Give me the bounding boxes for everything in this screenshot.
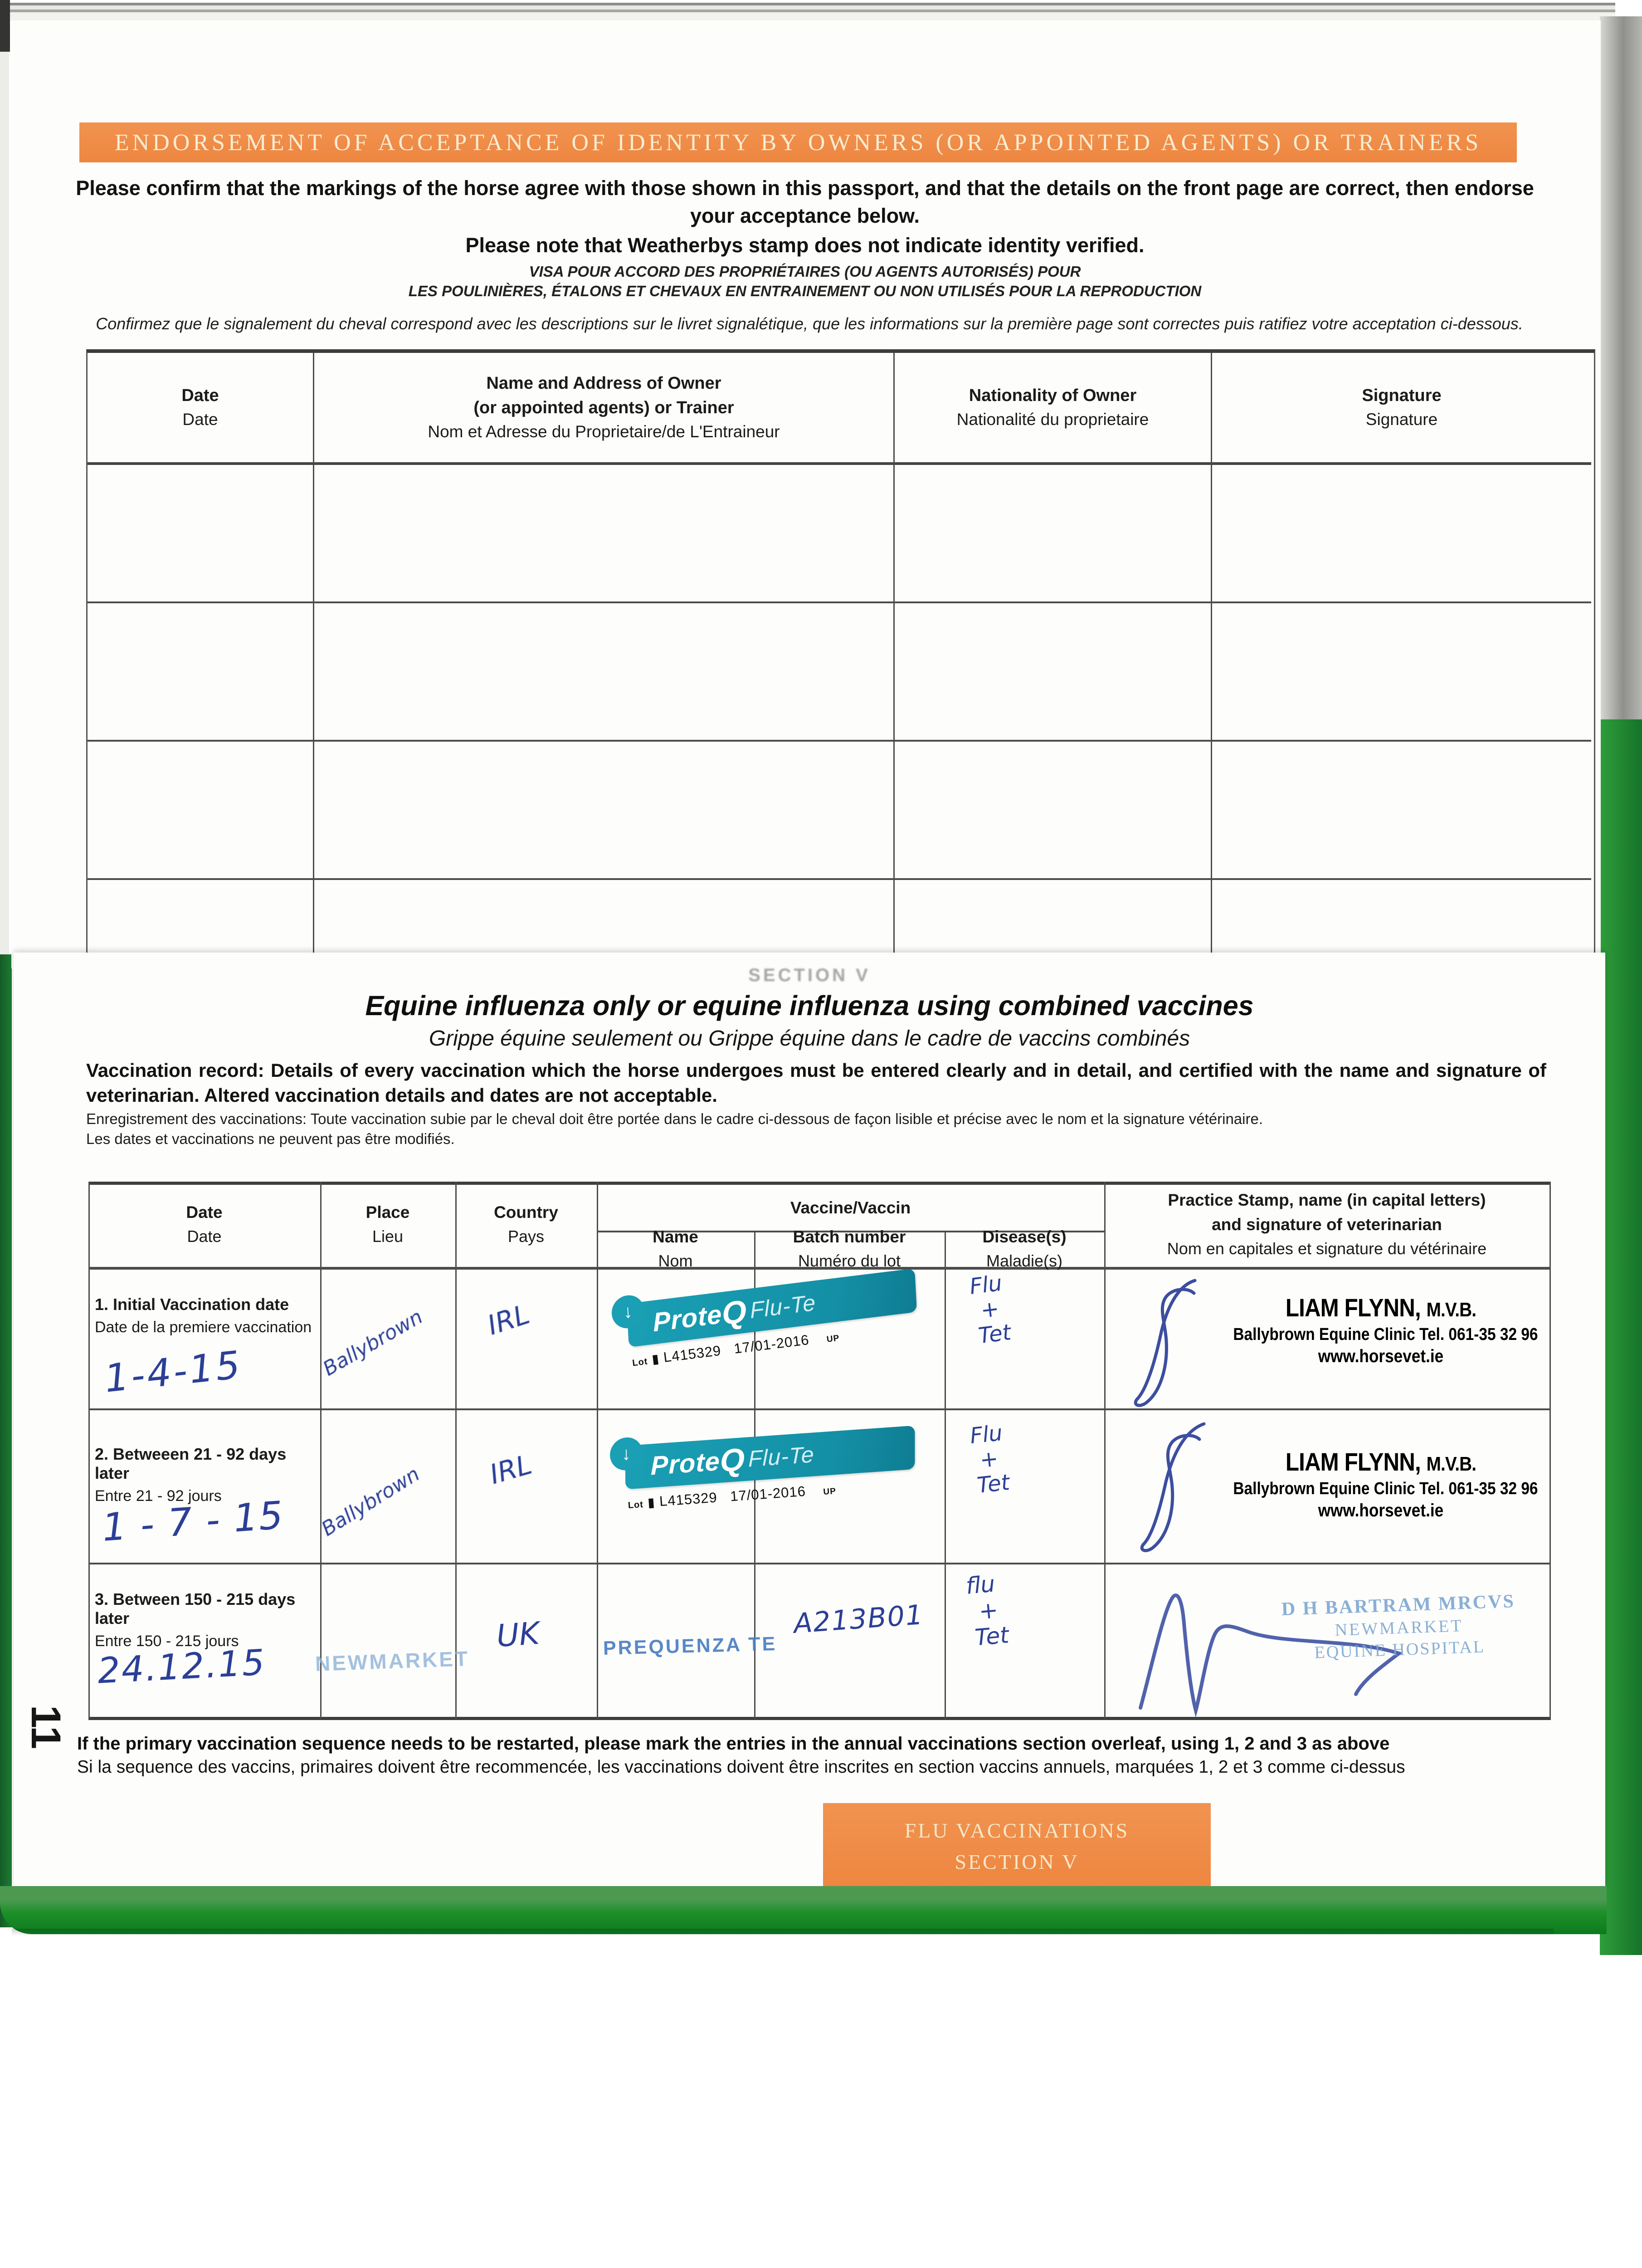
section-title: Equine influenza only or equine influenz… xyxy=(365,990,1254,1021)
vacc-row2-place-handwriting: Ballybrown xyxy=(317,1462,424,1541)
table-border xyxy=(597,1182,598,1719)
tab-line-2: SECTION V xyxy=(955,1850,1079,1873)
vacc-row3-practice-stamp: D H BARTRAM MRCVS NEWMARKET EQUINE HOSPI… xyxy=(1281,1591,1515,1662)
owner-table-header-row: Date Date Name and Address of Owner (or … xyxy=(88,353,1594,465)
vacc-row2-practice-stamp: LIAM FLYNN, M.V.B. Ballybrown Equine Cli… xyxy=(1233,1447,1538,1520)
table-border xyxy=(88,1182,90,1719)
owner-header-nationality: Nationality of Owner Nationalité du prop… xyxy=(895,353,1212,465)
weatherbys-note-text: Please note that Weatherbys stamp does n… xyxy=(465,234,1145,257)
vaccination-table: Date Date Place Lieu Country Pays Vaccin… xyxy=(88,1182,1551,1720)
table-border xyxy=(320,1182,322,1719)
table-border xyxy=(88,1267,1551,1270)
table-border xyxy=(1549,1182,1551,1719)
book-right-edge-cover xyxy=(1600,719,1642,1955)
table-border xyxy=(88,1182,1551,1185)
vacc-row3-place-stamp: NEWMARKET xyxy=(315,1647,470,1676)
owner-table-empty-row xyxy=(88,742,1594,880)
vacc-row1-country-handwriting: IRL xyxy=(483,1298,534,1342)
vacc-header-disease: Disease(s) Maladie(s) xyxy=(982,1227,1067,1270)
page-left-edge xyxy=(0,52,9,954)
vacc-row2-vet-signature xyxy=(1140,1422,1206,1552)
vacc-row3-label: 3. Between 150 - 215 days later Entre 15… xyxy=(95,1590,296,1650)
vaccination-record-text-fr: Enregistrement des vaccinations: Toute v… xyxy=(86,1110,1263,1127)
book-right-edge-pages xyxy=(1600,16,1642,719)
restart-note-fr: Si la sequence des vaccins, primaires do… xyxy=(77,1757,1405,1777)
sticker-arrow-icon: ↓ xyxy=(611,1293,645,1330)
vacc-row1-disease-handwriting: Flu + Tet xyxy=(968,1270,1013,1349)
passport-page-section-v: SECTION V Equine influenza only or equin… xyxy=(14,953,1605,1889)
vacc-header-country: Country Pays xyxy=(494,1203,558,1246)
vacc-row2-country-handwriting: IRL xyxy=(486,1448,536,1491)
table-border xyxy=(455,1182,457,1719)
section-v-watermark: SECTION V xyxy=(748,965,871,985)
confirm-markings-text: Please confirm that the markings of the … xyxy=(76,176,1534,227)
vacc-row3-vet-signature xyxy=(1139,1593,1403,1718)
table-border xyxy=(88,1717,1551,1720)
book-page-edges-top xyxy=(8,3,1615,21)
vacc-row1-label: 1. Initial Vaccination date Date de la p… xyxy=(95,1295,312,1336)
vacc-header-batch: Batch number Numéro du lot xyxy=(793,1227,906,1270)
cover-left-edge xyxy=(0,954,12,1927)
passport-page-endorsement: ENDORSEMENT OF ACCEPTANCE OF IDENTITY BY… xyxy=(11,20,1601,972)
vacc-header-vaccine-group: Vaccine/Vaccin xyxy=(790,1198,911,1217)
tab-line-1: FLU VACCINATIONS xyxy=(904,1819,1130,1842)
vacc-row1-vaccine-sticker: ↓ Prote Q Flu-Te Lot ▮ L415329 17/01-2016… xyxy=(611,1268,921,1370)
vacc-row2-label: 2. Betweeen 21 - 92 days later Entre 21 … xyxy=(95,1445,287,1505)
visa-line-1: VISA POUR ACCORD DES PROPRIÉTAIRES (OU A… xyxy=(529,263,1081,280)
page-number: 11 xyxy=(23,1705,69,1750)
vacc-header-name: Name Nom xyxy=(653,1227,698,1270)
vacc-row3-batch-handwriting: A213B01 xyxy=(792,1599,925,1640)
book-spine-corner xyxy=(0,0,10,52)
vacc-row3-country-handwriting: UK xyxy=(495,1615,541,1655)
vacc-row2-disease-handwriting: Flu + Tet xyxy=(969,1420,1011,1499)
vacc-row1-date-handwriting: 1-4-15 xyxy=(102,1342,244,1401)
table-border xyxy=(88,1563,1551,1564)
owner-header-name-address: Name and Address of Owner (or appointed … xyxy=(314,353,895,465)
vacc-header-place: Place Lieu xyxy=(365,1203,410,1246)
vaccination-record-text: Vaccination record: Details of every vac… xyxy=(86,1060,1546,1106)
cover-shadow xyxy=(12,1929,1554,1936)
vacc-row3-date-handwriting: 24.12.15 xyxy=(96,1642,267,1692)
owner-header-signature: Signature Signature xyxy=(1212,353,1591,465)
owner-table-empty-row xyxy=(88,880,1594,972)
vacc-row1-vet-signature xyxy=(1134,1279,1197,1407)
owner-endorsement-table: Date Date Name and Address of Owner (or … xyxy=(86,349,1595,972)
section-title-fr: Grippe équine seulement ou Grippe équine… xyxy=(429,1026,1190,1051)
restart-note-en: If the primary vaccination sequence need… xyxy=(77,1734,1390,1754)
vacc-row2-vaccine-sticker: ↓ Prote Q Flu-Te Lot ▮ L415329 17/01-2016… xyxy=(610,1425,918,1512)
owner-table-empty-row xyxy=(88,603,1594,742)
table-border xyxy=(88,1408,1551,1410)
passport-cover-bottom-edge xyxy=(0,1886,1607,1934)
vacc-row3-disease-handwriting: flu + Tet xyxy=(965,1570,1010,1651)
vacc-row1-practice-stamp: LIAM FLYNN, M.V.B. Ballybrown Equine Cli… xyxy=(1233,1293,1538,1366)
owner-header-date: Date Date xyxy=(88,353,314,465)
table-border xyxy=(597,1231,1104,1232)
confirm-markings-text-fr: Confirmez que le signalement du cheval c… xyxy=(96,314,1523,333)
vacc-row3-vaccine-name-stamp: PREQUENZA TE xyxy=(603,1633,777,1660)
table-border xyxy=(1104,1182,1106,1719)
endorsement-banner-title: ENDORSEMENT OF ACCEPTANCE OF IDENTITY BY… xyxy=(114,129,1482,156)
vacc-header-stamp: Practice Stamp, name (in capital letters… xyxy=(1167,1191,1487,1258)
vacc-header-date: Date Date xyxy=(186,1203,223,1246)
flu-vaccinations-section-tab: FLU VACCINATIONS SECTION V xyxy=(823,1803,1211,1889)
vaccination-record-text-fr2: Les dates et vaccinations ne peuvent pas… xyxy=(86,1130,455,1147)
sticker-arrow-icon: ↓ xyxy=(610,1436,643,1471)
vacc-row1-place-handwriting: Ballybrown xyxy=(319,1305,427,1381)
owner-table-empty-row xyxy=(88,465,1594,603)
table-border xyxy=(945,1231,946,1719)
endorsement-banner: ENDORSEMENT OF ACCEPTANCE OF IDENTITY BY… xyxy=(79,122,1517,162)
visa-line-2: LES POULINIÈRES, ÉTALONS ET CHEVAUX EN E… xyxy=(408,283,1202,299)
